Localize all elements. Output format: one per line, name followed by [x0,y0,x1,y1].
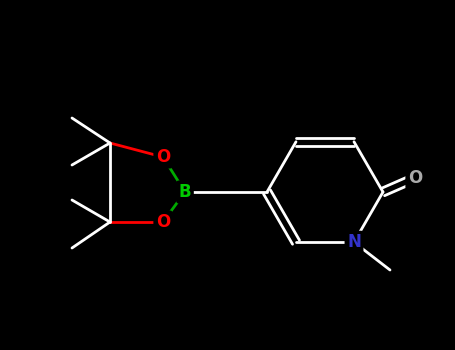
Text: B: B [179,183,191,201]
Text: O: O [156,148,170,166]
Text: O: O [408,169,422,187]
Text: O: O [156,213,170,231]
Text: N: N [347,233,361,251]
